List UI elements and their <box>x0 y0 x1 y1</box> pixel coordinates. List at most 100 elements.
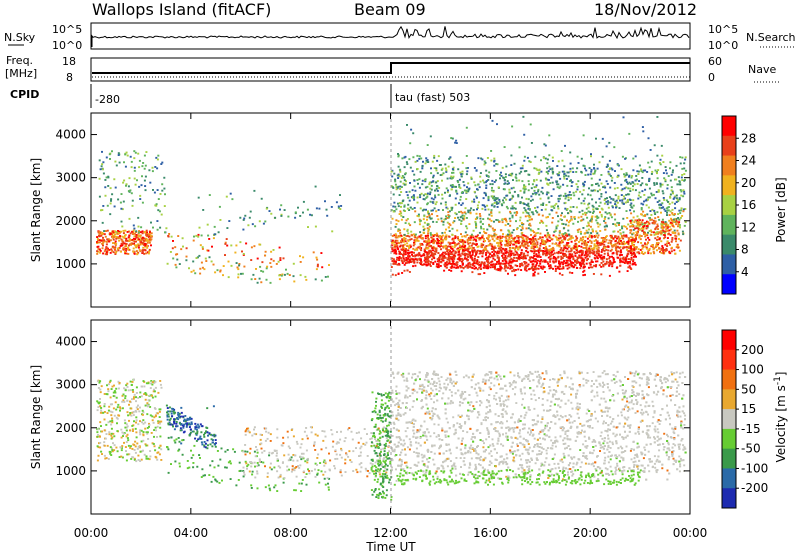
heatmap-cell <box>435 232 438 235</box>
heatmap-cell <box>554 258 557 261</box>
heatmap-cell <box>429 254 432 257</box>
heatmap-cell <box>622 116 625 119</box>
heatmap-cell <box>484 231 486 234</box>
heatmap-cell <box>517 195 520 198</box>
heatmap-cell <box>570 262 573 265</box>
noise-right-label: N.Search <box>746 31 796 44</box>
heatmap-cell <box>426 227 429 230</box>
heatmap-cell <box>255 268 257 270</box>
heatmap-cell <box>623 187 626 190</box>
heatmap-cell <box>98 230 101 233</box>
heatmap-cell <box>545 216 548 219</box>
heatmap-cell <box>666 206 669 209</box>
heatmap-cell <box>418 245 421 248</box>
heatmap-cell <box>502 177 505 179</box>
heatmap-cell <box>474 220 477 223</box>
heatmap-cell <box>512 247 515 249</box>
freq-right-tick-top: 60 <box>708 55 722 68</box>
heatmap-cell <box>437 155 440 158</box>
heatmap-cell <box>402 256 405 258</box>
heatmap-cell <box>554 265 557 268</box>
heatmap-cell <box>153 191 156 194</box>
heatmap-cell <box>545 193 548 196</box>
heatmap-cell <box>460 257 463 260</box>
heatmap-cell <box>534 234 537 237</box>
heatmap-cell <box>607 200 609 203</box>
heatmap-cell <box>471 258 474 261</box>
heatmap-cell <box>473 238 476 241</box>
heatmap-cell <box>589 245 592 248</box>
heatmap-cell <box>636 251 639 254</box>
heatmap-cell <box>563 260 566 262</box>
heatmap-cell <box>619 199 621 202</box>
heatmap-cell <box>657 242 660 244</box>
heatmap-cell <box>665 172 668 175</box>
heatmap-cell <box>325 208 328 211</box>
heatmap-cell <box>656 231 659 233</box>
heatmap-cell <box>128 177 131 180</box>
heatmap-cell <box>528 173 531 176</box>
heatmap-cell <box>520 253 523 255</box>
heatmap-cell <box>483 191 486 194</box>
heatmap-cell <box>544 259 547 262</box>
heatmap-cell <box>563 177 566 180</box>
heatmap-cell <box>616 187 619 189</box>
heatmap-cell <box>422 198 425 200</box>
heatmap-cell <box>486 204 489 207</box>
heatmap-cell <box>461 239 464 242</box>
heatmap-cell <box>534 155 537 158</box>
heatmap-cell <box>506 180 509 183</box>
heatmap-cell <box>97 406 100 408</box>
heatmap-cell <box>594 189 597 192</box>
heatmap-cell <box>553 207 556 209</box>
heatmap-cell <box>519 216 522 219</box>
heatmap-cell <box>426 261 429 264</box>
heatmap-cell <box>636 219 639 222</box>
heatmap-cell <box>570 240 573 243</box>
heatmap-cell <box>426 192 429 195</box>
heatmap-cell <box>421 167 424 170</box>
heatmap-cell <box>484 161 487 164</box>
heatmap-cell <box>436 258 439 260</box>
heatmap-cell <box>406 269 409 272</box>
heatmap-cell <box>630 206 633 208</box>
heatmap-cell <box>188 267 190 270</box>
heatmap-cell <box>399 185 402 188</box>
heatmap-cell <box>630 240 633 243</box>
heatmap-cell <box>228 220 231 222</box>
heatmap-cell <box>411 253 413 256</box>
heatmap-cell <box>512 259 515 262</box>
heatmap-cell <box>590 168 593 171</box>
heatmap-cell <box>397 185 400 188</box>
heatmap-cell <box>630 256 633 259</box>
heatmap-cell <box>96 242 99 244</box>
heatmap-cell <box>427 246 430 249</box>
heatmap-cell <box>544 260 547 263</box>
heatmap-cell <box>153 388 155 391</box>
heatmap-cell <box>669 221 672 224</box>
heatmap-cell <box>406 194 409 197</box>
heatmap-cell <box>143 252 146 255</box>
heatmap-cell <box>328 264 330 266</box>
heatmap-cell <box>429 187 432 190</box>
heatmap-cell <box>395 252 398 255</box>
heatmap-cell <box>98 177 101 180</box>
heatmap-cell <box>484 192 487 195</box>
heatmap-cell <box>678 180 681 183</box>
heatmap-cell <box>628 246 630 249</box>
heatmap-cell <box>523 245 526 248</box>
heatmap-cell <box>451 161 454 163</box>
heatmap-cell <box>473 167 476 169</box>
heatmap-cell <box>115 396 118 399</box>
heatmap-cell <box>631 263 634 266</box>
heatmap-cell <box>158 210 161 213</box>
heatmap-cell <box>256 257 259 260</box>
heatmap-cell <box>420 259 422 262</box>
heatmap-cell <box>573 247 575 250</box>
heatmap-cell <box>667 209 670 212</box>
heatmap-cell <box>629 209 632 212</box>
heatmap-cell <box>596 215 598 218</box>
heatmap-cell <box>101 163 104 166</box>
heatmap-cell <box>458 186 461 188</box>
heatmap-cell <box>466 266 469 269</box>
